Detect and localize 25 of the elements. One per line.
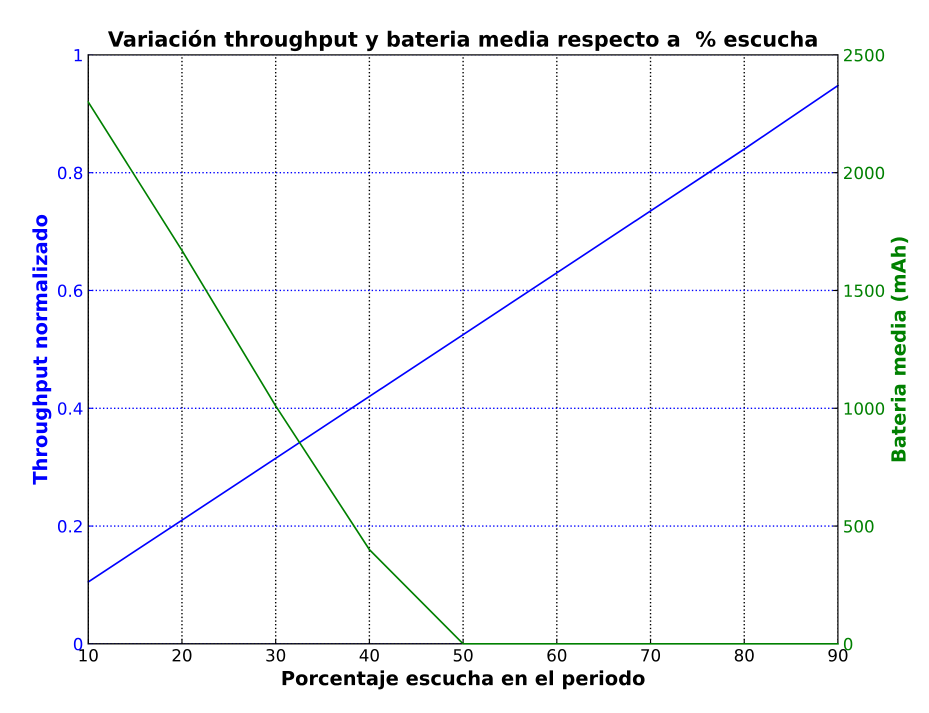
x-tick-label: 90 [828,648,848,662]
chart-title: Variación throughput y bateria media respecto a % escucha [108,30,817,52]
y2-tick-label: 2000 [844,166,884,180]
y-tick-label: 1 [74,49,82,62]
y2-tick-label: 1500 [844,284,884,298]
y2-tick-label: 0 [844,638,852,650]
y-tick-label: 0 [74,638,82,650]
y2-tick-label: 500 [844,520,874,533]
y-axis-title: Throughput normalizado [32,214,52,485]
x-tick-label: 80 [734,648,754,662]
y-tick-label: 0.2 [58,520,82,533]
x-tick-label: 30 [266,648,286,662]
x-tick-label: 40 [360,648,379,662]
y2-axis-title: Bateria media (mAh) [890,237,908,462]
y2-tick-label: 1000 [844,402,884,415]
x-axis-title: Porcentaje escucha en el periodo [282,670,645,690]
x-tick-label: 60 [547,648,566,662]
y-tick-label: 0.8 [58,166,82,180]
x-tick-label: 20 [172,648,192,662]
y-tick-label: 0.6 [58,284,82,298]
x-tick-label: 10 [79,648,98,662]
x-tick-label: 70 [641,648,660,662]
x-tick-label: 50 [454,648,473,662]
y-tick-label: 0.4 [58,402,82,415]
y2-tick-label: 2500 [844,48,884,62]
